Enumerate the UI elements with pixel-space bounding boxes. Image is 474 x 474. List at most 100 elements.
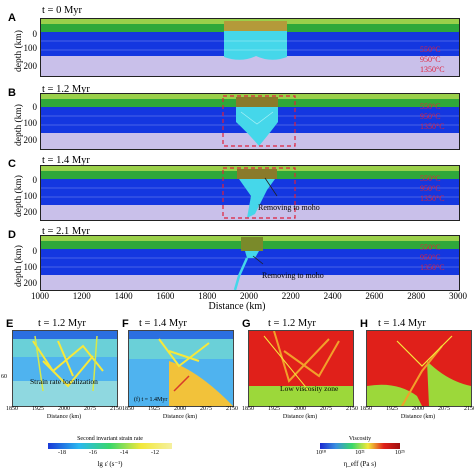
top-xtick: 2400 [323,291,342,301]
temp-950: 950°C [420,55,441,64]
panel-e-plot [12,330,118,407]
ytick-d-200: 200 [23,278,38,288]
visc-colorbar-label: η_eff (Pa s) [343,460,377,468]
panel-b-field [41,94,459,149]
panel-label-g: G [242,318,251,330]
bottom-xtick: 2150 [464,406,474,412]
bottom-x-axis-label: Distance (km) [162,414,198,420]
visc-tick-2: 10²⁵ [395,450,405,456]
top-xtick: 2000 [240,291,258,301]
bottom-xtick: 2150 [226,406,238,412]
top-xtick: 1200 [72,291,91,301]
bottom-xtick: 2000 [58,406,70,412]
bottom-xtick: 2000 [412,406,424,412]
panel-c-time: t = 1.4 Myr [42,155,90,166]
panel-label-b: B [8,87,16,99]
panel-a-plot [40,18,460,77]
panel-d-time: t = 2.1 Myr [42,226,90,237]
temp-1350: 1350°C [420,194,445,203]
ytick-c-100: 100 [23,191,38,201]
panel-d-annotation: Removing to moho [262,271,324,280]
bottom-xtick: 2075 [438,406,450,412]
ytick-b-100: 100 [23,118,38,128]
bottom-x-axis-label: Distance (km) [400,414,436,420]
panel-a-field [41,19,459,76]
panel-h-plot [366,330,472,407]
visc-tick-1: 10²¹ [355,450,365,456]
ytick-b-200: 200 [23,135,38,145]
bottom-xtick: 2075 [200,406,212,412]
panel-a-time: t = 0 Myr [42,5,83,16]
visc-tick-0: 10¹⁸ [316,450,326,456]
bottom-x-axis-label: Distance (km) [282,414,318,420]
bottom-xtick: 1925 [148,406,160,412]
ytick-a-0: 0 [32,29,38,39]
bottom-xtick: 1925 [386,406,398,412]
top-xtick: 3000 [449,291,467,301]
ytick-a-100: 100 [23,43,38,53]
temp-950: 950°C [420,184,441,193]
strain-colorbar-title: Second invariant strain rate [77,436,143,442]
temp-1350: 1350°C [420,122,445,131]
panel-h-field [367,331,471,406]
bottom-xtick: 2075 [84,406,96,412]
top-xtick: 2600 [365,291,384,301]
top-x-axis-label: Distance (km) [208,301,266,312]
panel-c-annotation: Removing to moho [258,203,320,212]
bottom-xtick: 1925 [268,406,280,412]
bottom-xtick: 1850 [122,406,134,412]
top-xtick: 1600 [156,291,175,301]
panel-g-time: t = 1.2 Myr [268,318,316,329]
strain-colorbar-label: lg ε̇ (s⁻¹) [97,460,123,468]
panel-c-temps: 550°C 950°C 1350°C [420,174,445,204]
panel-label-d: D [8,229,16,241]
temp-950: 950°C [420,112,441,121]
ytick-c-0: 0 [32,175,38,185]
strain-colorbar [48,443,172,449]
top-xtick: 2800 [407,291,426,301]
strain-tick-3: -12 [151,450,159,456]
ytick-d-100: 100 [23,262,38,272]
temp-550: 550°C [420,45,441,54]
panel-f-field [129,331,233,406]
panel-c-field [41,166,459,220]
bottom-xtick: 2150 [346,406,358,412]
panel-g-plot [248,330,354,407]
ytick-a-200: 200 [23,61,38,71]
panel-label-e: E [6,318,14,330]
top-xtick: 2200 [281,291,300,301]
panel-d-field [41,236,459,290]
panel-label-f: F [122,318,129,330]
panel-c-plot [40,165,460,221]
panel-label-h: H [360,318,368,330]
bottom-xtick: 2000 [174,406,186,412]
panel-d-plot [40,235,460,291]
visc-colorbar [320,443,400,449]
strain-tick-0: -18 [58,450,66,456]
panel-e-time: t = 1.2 Myr [38,318,86,329]
temp-550: 550°C [420,174,441,183]
ytick-c-200: 200 [23,207,38,217]
panel-e-field [13,331,117,406]
bottom-xtick: 1925 [32,406,44,412]
panel-b-time: t = 1.2 Myr [42,84,90,95]
temp-950: 950°C [420,253,441,262]
bottom-xtick: 1850 [360,406,372,412]
strain-tick-2: -14 [120,450,128,456]
bottom-xtick: 2000 [294,406,306,412]
bottom-xtick: 2150 [110,406,122,412]
panel-b-plot [40,93,460,150]
panel-g-field [249,331,353,406]
panel-label-c: C [8,158,16,170]
panel-f-plot [128,330,234,407]
strain-tick-1: -16 [89,450,97,456]
panel-label-a: A [8,12,16,24]
top-xtick: 1000 [31,291,49,301]
top-xtick: 1400 [114,291,133,301]
temp-550: 550°C [420,102,441,111]
panel-f-time: t = 1.4 Myr [139,318,187,329]
panel-a-temps: 550°C 950°C 1350°C [420,45,445,75]
temp-1350: 1350°C [420,263,445,272]
visc-colorbar-title: Viscosity [348,436,372,442]
temp-1350: 1350°C [420,65,445,74]
